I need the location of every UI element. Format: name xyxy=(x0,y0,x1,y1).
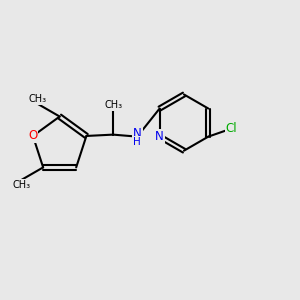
Text: CH₃: CH₃ xyxy=(104,100,122,110)
Text: CH₃: CH₃ xyxy=(12,180,30,190)
Text: H: H xyxy=(134,136,141,147)
Text: Cl: Cl xyxy=(226,122,237,135)
Text: CH₃: CH₃ xyxy=(28,94,47,104)
Text: N: N xyxy=(133,127,142,140)
Text: O: O xyxy=(28,130,38,142)
Text: N: N xyxy=(155,130,164,143)
